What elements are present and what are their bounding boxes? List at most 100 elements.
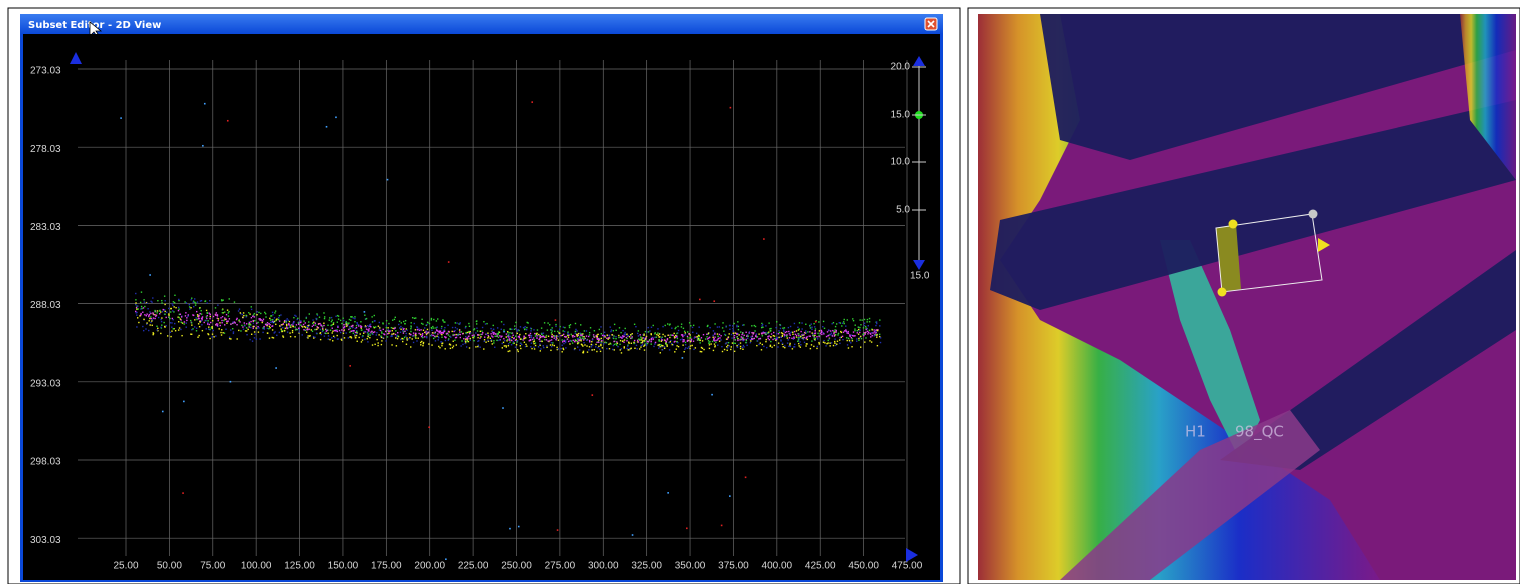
handle[interactable] (1228, 219, 1238, 229)
sounding-dot (801, 334, 803, 336)
sounding-dot (772, 335, 775, 337)
sounding-dot (426, 328, 429, 331)
sounding-dot (172, 310, 174, 312)
sounding-dot (173, 328, 175, 330)
sounding-dot (555, 323, 557, 326)
scroll-arrow-up[interactable] (70, 52, 82, 64)
sounding-dot (514, 335, 517, 337)
slider-bottom[interactable] (913, 260, 925, 270)
sounding-dot (187, 315, 189, 318)
sounding-dot (830, 342, 833, 344)
sounding-dot (638, 338, 640, 340)
sounding-dot (396, 334, 398, 337)
sounding-dot (539, 340, 541, 342)
sounding-dot (768, 335, 770, 337)
sounding-dot (188, 306, 191, 308)
handle-arrow[interactable] (1318, 238, 1330, 252)
slider-top[interactable] (913, 56, 925, 66)
sounding-dot (307, 325, 310, 328)
sounding-dot (623, 333, 625, 336)
sounding-dot (596, 335, 598, 338)
sounding-dot (392, 327, 394, 330)
sounding-dot (536, 337, 538, 339)
sounding-dot (538, 335, 541, 337)
sounding-dot (669, 323, 671, 325)
sounding-dot (508, 336, 510, 338)
scroll-arrow-right[interactable] (906, 548, 918, 562)
sounding-dot (191, 297, 193, 299)
sounding-dot (851, 346, 853, 348)
sounding-dot (252, 322, 255, 324)
sounding-dot (561, 351, 563, 353)
sounding-dot (342, 330, 345, 332)
sounding-dot (207, 333, 210, 336)
sounding-dot (336, 329, 338, 332)
sounding-dot (285, 321, 287, 324)
slider-label: 10.0 (891, 157, 911, 168)
sounding-dot (438, 337, 440, 339)
sounding-dot (581, 335, 584, 338)
sounding-dot (845, 330, 847, 332)
sounding-dot (591, 340, 593, 343)
sounding-dot (576, 346, 579, 348)
selection-box[interactable] (1215, 213, 1323, 293)
sounding-dot (393, 328, 395, 330)
sounding-dot (434, 336, 437, 338)
sounding-dot (623, 335, 625, 338)
x-tick-label: 400.00 (762, 561, 793, 572)
sounding-dot (870, 336, 872, 338)
handle[interactable] (1217, 287, 1227, 297)
outlier-dot (763, 238, 765, 240)
sounding-dot (721, 327, 724, 329)
sounding-dot (255, 327, 257, 329)
sounding-dot (263, 328, 266, 330)
sounding-dot (424, 336, 426, 338)
sounding-dot (313, 337, 315, 339)
sounding-dot (148, 315, 150, 318)
sounding-dot (355, 327, 358, 329)
sounding-dot (367, 329, 369, 331)
sounding-dot (814, 332, 816, 335)
sounding-dot (248, 312, 250, 314)
sounding-dot (633, 339, 636, 342)
sounding-dot (305, 327, 307, 329)
sounding-dot (469, 330, 471, 333)
sounding-dot (435, 320, 438, 322)
sounding-dot (686, 335, 689, 338)
sounding-dot (763, 332, 765, 334)
sounding-dot (859, 336, 861, 339)
sounding-dot (162, 309, 165, 311)
sounding-dot (610, 343, 612, 345)
sounding-dot (714, 346, 716, 348)
sounding-dot (378, 334, 380, 336)
sounding-dot (298, 327, 300, 329)
sounding-dot (161, 324, 163, 326)
sounding-dot (751, 338, 753, 340)
sounding-dot (421, 318, 423, 321)
sounding-dot (135, 310, 137, 313)
sounding-dot (706, 338, 709, 340)
sounding-dot (761, 323, 764, 326)
sounding-dot (718, 326, 721, 328)
sounding-dot (422, 344, 424, 347)
sounding-dot (330, 320, 333, 323)
sounding-dot (319, 338, 322, 341)
sounding-dot (758, 338, 760, 340)
sounding-dot (613, 335, 615, 337)
sounding-dot (483, 340, 486, 342)
sounding-dot (769, 344, 772, 347)
sounding-dot (331, 319, 333, 321)
sounding-dot (676, 345, 678, 347)
sounding-dot (216, 315, 219, 317)
sounding-dot (539, 334, 542, 337)
sounding-dot (316, 326, 318, 328)
sounding-dot (207, 328, 210, 330)
sounding-dot (737, 339, 739, 342)
handle[interactable] (1308, 209, 1318, 219)
sounding-dot (724, 342, 727, 345)
sounding-dot (661, 344, 663, 347)
sounding-dot (680, 326, 683, 328)
sounding-dot (571, 334, 574, 337)
sounding-dot (736, 325, 738, 328)
sounding-dot (527, 322, 529, 324)
